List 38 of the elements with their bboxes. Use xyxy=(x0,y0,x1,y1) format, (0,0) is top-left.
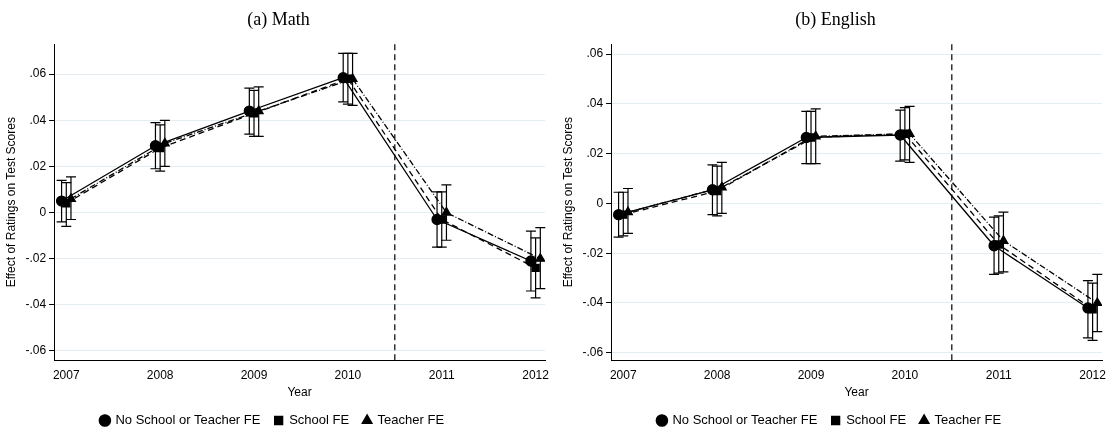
legend-label: School FE xyxy=(846,412,907,428)
x-tick-label: 2010 xyxy=(891,367,919,382)
y-tick-label: -.04 xyxy=(582,295,604,310)
x-tick-label: 2010 xyxy=(334,367,362,382)
x-tick-label: 2007 xyxy=(609,367,637,382)
y-tick-label: .02 xyxy=(586,145,604,160)
x-axis-title: Year xyxy=(844,385,869,400)
legend-label: Teacher FE xyxy=(377,412,445,428)
y-axis-title: Effect of Ratings on Test Scores xyxy=(560,117,575,288)
y-axis-title: Effect of Ratings on Test Scores xyxy=(3,117,18,288)
legend-label: No School or Teacher FE xyxy=(115,412,261,428)
legend-label: Teacher FE xyxy=(934,412,1002,428)
y-tick-label: -.06 xyxy=(582,345,604,360)
y-tick-label: 0 xyxy=(39,204,47,219)
x-tick-label: 2009 xyxy=(240,367,268,382)
x-tick-label: 2009 xyxy=(797,367,825,382)
y-tick-label: .02 xyxy=(29,158,47,173)
y-tick-label: -.02 xyxy=(25,251,47,266)
y-tick-label: .06 xyxy=(586,46,604,61)
y-tick-label: 0 xyxy=(596,195,604,210)
legend-label: School FE xyxy=(289,412,350,428)
x-tick-label: 2011 xyxy=(985,367,1012,382)
x-tick-label: 2012 xyxy=(1079,367,1107,382)
y-tick-label: -.04 xyxy=(25,297,47,312)
legend-label: No School or Teacher FE xyxy=(672,412,818,428)
y-tick-label: .04 xyxy=(586,96,604,111)
x-tick-label: 2008 xyxy=(146,367,174,382)
x-tick-label: 2012 xyxy=(522,367,550,382)
y-tick-label: .06 xyxy=(29,66,47,81)
y-tick-label: .04 xyxy=(29,112,47,127)
chart-title: (b) English xyxy=(795,8,876,31)
x-tick-label: 2008 xyxy=(703,367,731,382)
x-axis-title: Year xyxy=(287,385,312,400)
chart-title: (a) Math xyxy=(247,8,310,31)
y-tick-label: -.02 xyxy=(582,245,604,260)
y-tick-label: -.06 xyxy=(25,343,47,358)
x-tick-label: 2007 xyxy=(52,367,80,382)
x-tick-label: 2011 xyxy=(428,367,455,382)
